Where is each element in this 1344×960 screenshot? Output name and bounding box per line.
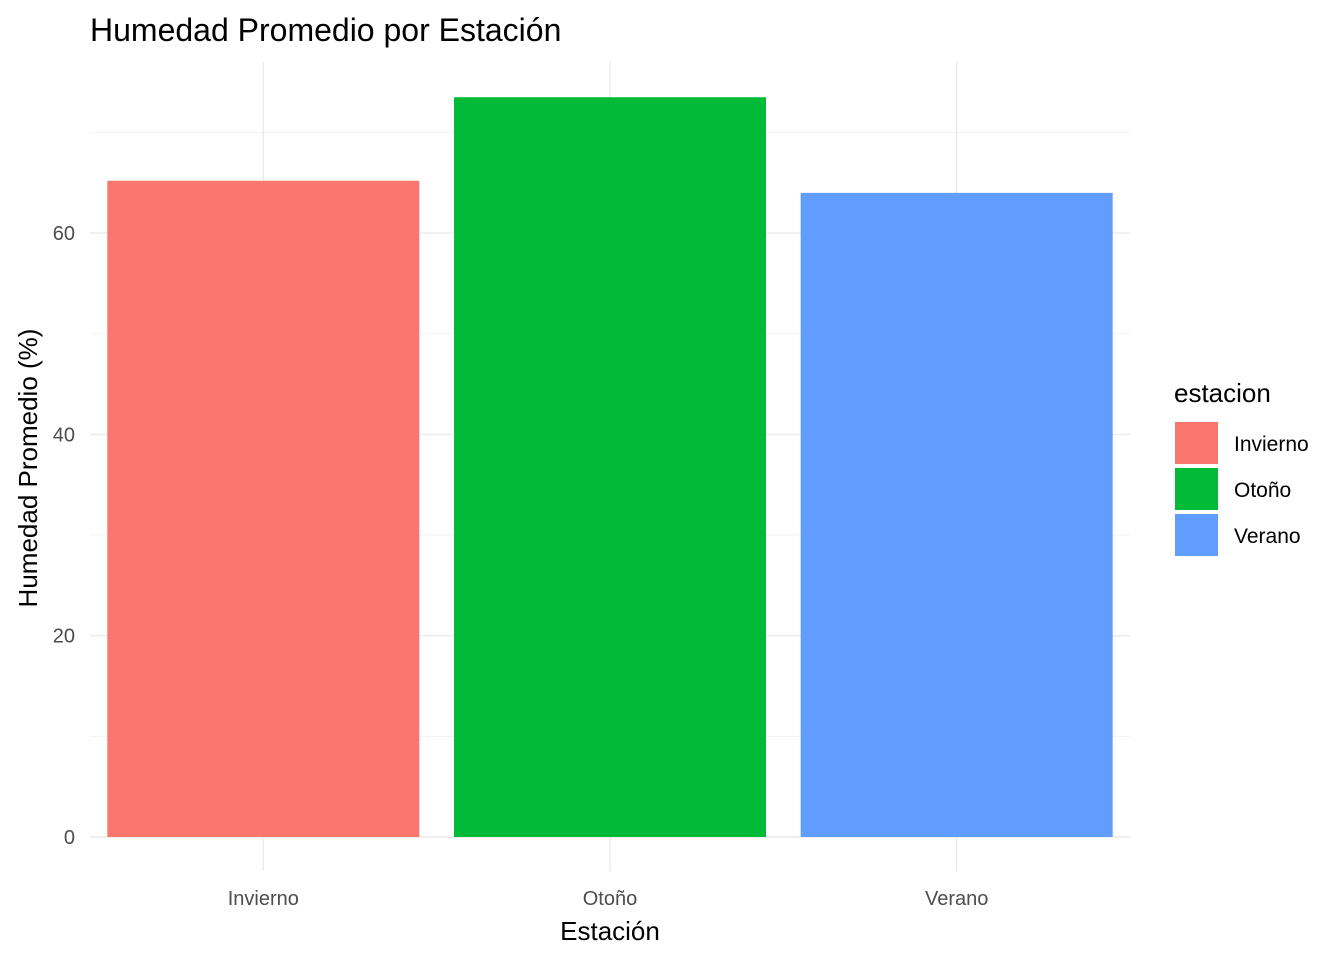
x-tick-label: Verano <box>925 888 988 910</box>
bar-verano <box>800 192 1113 837</box>
y-axis-title: Humedad Promedio (%) <box>13 329 43 608</box>
legend-label: Otoño <box>1234 479 1291 502</box>
legend-title: estacion <box>1174 378 1271 408</box>
legend-items: Invierno Otoño Verano <box>1175 422 1309 556</box>
x-axis: Invierno Otoño Verano <box>228 888 989 910</box>
x-axis-title: Estación <box>560 916 660 946</box>
legend-label: Verano <box>1234 525 1301 548</box>
legend-key-invierno <box>1175 422 1218 464</box>
y-tick-label: 20 <box>53 626 75 648</box>
y-tick-label: 40 <box>53 424 75 446</box>
legend-key-otoño <box>1175 468 1218 510</box>
y-tick-label: 60 <box>53 223 75 245</box>
bar-invierno <box>107 180 420 837</box>
legend-label: Invierno <box>1234 433 1309 456</box>
y-axis: 0 20 40 60 <box>53 223 75 849</box>
x-tick-label: Otoño <box>583 888 637 910</box>
chart-title: Humedad Promedio por Estación <box>90 12 561 48</box>
plot-panel <box>90 62 1130 871</box>
x-tick-label: Invierno <box>228 888 299 910</box>
y-tick-label: 0 <box>64 827 75 849</box>
bars <box>107 97 1113 837</box>
legend-key-verano <box>1175 514 1218 556</box>
bar-otoño <box>454 97 766 837</box>
legend: estacion Invierno Otoño Verano <box>1174 378 1309 556</box>
